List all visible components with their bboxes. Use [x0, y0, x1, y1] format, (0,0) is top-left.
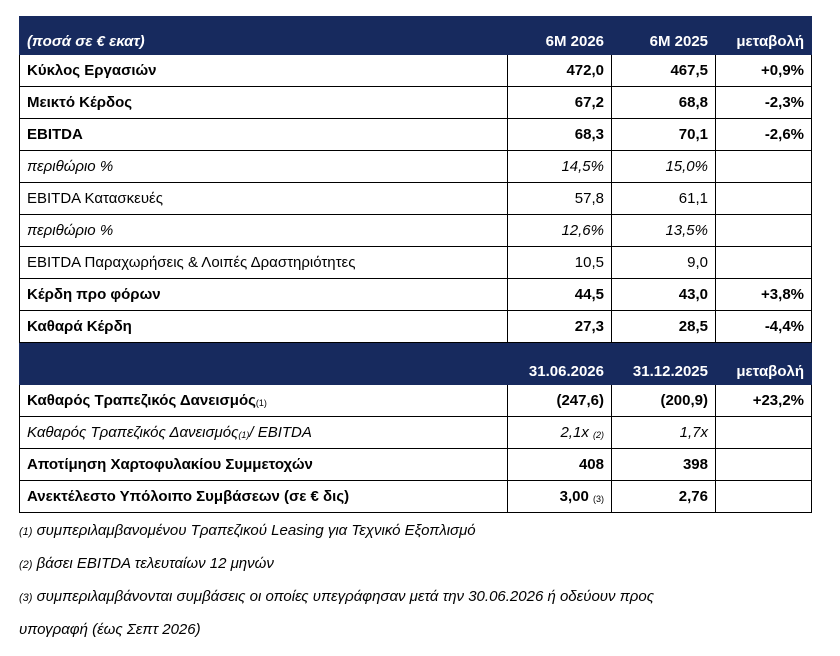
footnote-text: βάσει EBITDA τελευταίων 12 μηνών — [36, 555, 274, 572]
row-label: Καθαρός Τραπεζικός Δανεισμός(1) — [19, 384, 508, 417]
header-units-label: (ποσά σε € εκατ) — [19, 16, 508, 55]
row-value-prior: (200,9) — [611, 384, 716, 417]
table-row: περιθώριο % 12,6% 13,5% — [19, 214, 812, 247]
table-row: περιθώριο % 14,5% 15,0% — [19, 150, 812, 183]
row-label: Ανεκτέλεστο Υπόλοιπο Συμβάσεων (σε € δις… — [19, 480, 508, 513]
footnote-text: υπογραφή (έως Σεπτ 2026) — [19, 621, 201, 638]
row-value-current: 408 — [507, 448, 612, 481]
row-change — [715, 448, 812, 481]
footnote-ref: (1) — [255, 398, 267, 408]
header-row-dates: 31.06.2026 31.12.2025 μεταβολή — [19, 342, 812, 385]
table-row: EBITDA Παραχωρήσεις & Λοιπές Δραστηριότη… — [19, 246, 812, 279]
row-value-prior: 68,8 — [611, 86, 716, 119]
row-value-prior: 467,5 — [611, 54, 716, 87]
row-label: Καθαρά Κέρδη — [19, 310, 508, 343]
row-value-text: 2,1x — [560, 424, 589, 441]
row-value-prior: 13,5% — [611, 214, 716, 247]
row-value-prior: 15,0% — [611, 150, 716, 183]
row-value-current: 472,0 — [507, 54, 612, 87]
footnotes: (1) συμπεριλαμβανομένου Τραπεζικού Leasi… — [19, 515, 811, 647]
footnote-number: (1) — [19, 526, 33, 538]
table-row: Καθαρός Τραπεζικός Δανεισμός(1) (247,6) … — [19, 384, 812, 417]
row-label: Κύκλος Εργασιών — [19, 54, 508, 87]
table-row: Ανεκτέλεστο Υπόλοιπο Συμβάσεων (σε € δις… — [19, 480, 812, 513]
financial-summary: (ποσά σε € εκατ) 6M 2026 6M 2025 μεταβολ… — [19, 16, 812, 647]
row-value-prior: 1,7x — [611, 416, 716, 449]
footnote-text: συμπεριλαμβάνονται συμβάσεις οι οποίες υ… — [36, 588, 654, 605]
row-label: Καθαρός Τραπεζικός Δανεισμός(1)/ EBITDA — [19, 416, 508, 449]
row-change: -2,6% — [715, 118, 812, 151]
row-value-prior: 43,0 — [611, 278, 716, 311]
footnote-number: (3) — [19, 592, 33, 604]
table-row: Κύκλος Εργασιών 472,0 467,5 +0,9% — [19, 54, 812, 87]
row-label: Κέρδη προ φόρων — [19, 278, 508, 311]
row-change — [715, 246, 812, 279]
table-row: Καθαρά Κέρδη 27,3 28,5 -4,4% — [19, 310, 812, 343]
financial-table: (ποσά σε € εκατ) 6M 2026 6M 2025 μεταβολ… — [19, 16, 812, 513]
row-value-prior: 398 — [611, 448, 716, 481]
header-row-period: (ποσά σε € εκατ) 6M 2026 6M 2025 μεταβολ… — [19, 16, 812, 55]
row-change: -2,3% — [715, 86, 812, 119]
row-change: +23,2% — [715, 384, 812, 417]
row-value-text: 3,00 — [559, 488, 589, 505]
row-change — [715, 214, 812, 247]
row-value-prior: 28,5 — [611, 310, 716, 343]
footnote: (2) βάσει EBITDA τελευταίων 12 μηνών — [19, 548, 811, 581]
row-value-prior: 2,76 — [611, 480, 716, 513]
row-value-current: 44,5 — [507, 278, 612, 311]
row-change: -4,4% — [715, 310, 812, 343]
row-label: Αποτίμηση Χαρτοφυλακίου Συμμετοχών — [19, 448, 508, 481]
row-change — [715, 150, 812, 183]
row-value-current: 12,6% — [507, 214, 612, 247]
row-value-current: 57,8 — [507, 182, 612, 215]
row-change: +0,9% — [715, 54, 812, 87]
footnote-text: συμπεριλαμβανομένου Τραπεζικού Leasing γ… — [36, 522, 476, 539]
row-value-current: 68,3 — [507, 118, 612, 151]
row-change — [715, 480, 812, 513]
row-value-current: 67,2 — [507, 86, 612, 119]
header-col-change: μεταβολή — [715, 16, 812, 55]
row-label-text: Καθαρός Τραπεζικός Δανεισμός — [27, 392, 256, 409]
row-change — [715, 416, 812, 449]
row-change: +3,8% — [715, 278, 812, 311]
row-label: EBITDA Κατασκευές — [19, 182, 508, 215]
row-label: Μεικτό Κέρδος — [19, 86, 508, 119]
row-value-current: 14,5% — [507, 150, 612, 183]
header-col-change: μεταβολή — [715, 342, 812, 385]
row-value-current: 10,5 — [507, 246, 612, 279]
row-label: περιθώριο % — [19, 214, 508, 247]
row-label-text: Καθαρός Τραπεζικός Δανεισμός — [27, 424, 239, 441]
row-label: EBITDA — [19, 118, 508, 151]
row-value-current: 3,00 (3) — [507, 480, 612, 513]
table-row: Κέρδη προ φόρων 44,5 43,0 +3,8% — [19, 278, 812, 311]
footnote-ref: (2) — [593, 430, 604, 440]
footnote: (3) συμπεριλαμβάνονται συμβάσεις οι οποί… — [19, 581, 811, 614]
row-value-prior: 70,1 — [611, 118, 716, 151]
table-row: EBITDA Κατασκευές 57,8 61,1 — [19, 182, 812, 215]
row-change — [715, 182, 812, 215]
footnote: (1) συμπεριλαμβανομένου Τραπεζικού Leasi… — [19, 515, 811, 548]
row-value-prior: 61,1 — [611, 182, 716, 215]
header-col-date-prior: 31.12.2025 — [611, 342, 716, 385]
row-value-current: 27,3 — [507, 310, 612, 343]
header-col-6m-2025: 6M 2025 — [611, 16, 716, 55]
header-empty-cell — [19, 342, 508, 385]
footnote-ref: (3) — [593, 494, 604, 504]
footnote: υπογραφή (έως Σεπτ 2026) — [19, 614, 811, 647]
header-col-6m-2026: 6M 2026 — [507, 16, 612, 55]
table-row: Καθαρός Τραπεζικός Δανεισμός(1)/ EBITDA … — [19, 416, 812, 449]
row-value-prior: 9,0 — [611, 246, 716, 279]
row-value-current: 2,1x (2) — [507, 416, 612, 449]
footnote-number: (2) — [19, 559, 33, 571]
row-label-suffix: / EBITDA — [249, 424, 312, 441]
header-col-date-current: 31.06.2026 — [507, 342, 612, 385]
table-row: EBITDA 68,3 70,1 -2,6% — [19, 118, 812, 151]
table-row: Μεικτό Κέρδος 67,2 68,8 -2,3% — [19, 86, 812, 119]
table-row: Αποτίμηση Χαρτοφυλακίου Συμμετοχών 408 3… — [19, 448, 812, 481]
row-label: περιθώριο % — [19, 150, 508, 183]
row-label: EBITDA Παραχωρήσεις & Λοιπές Δραστηριότη… — [19, 246, 508, 279]
row-value-current: (247,6) — [507, 384, 612, 417]
footnote-ref: (1) — [238, 430, 250, 440]
